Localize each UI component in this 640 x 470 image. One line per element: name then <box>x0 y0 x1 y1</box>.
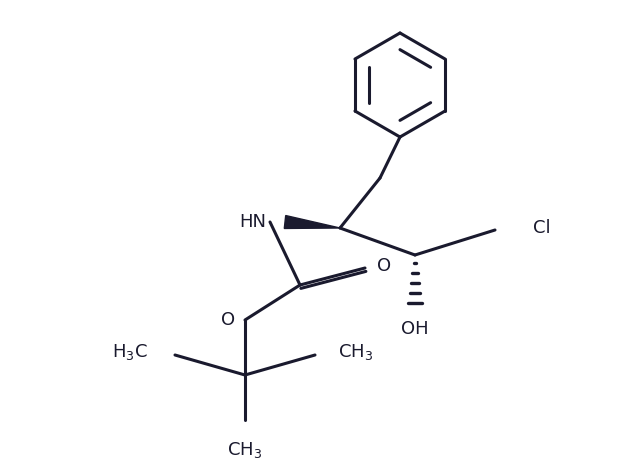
Polygon shape <box>284 216 340 228</box>
Text: O: O <box>377 257 391 275</box>
Text: CH$_3$: CH$_3$ <box>227 440 262 460</box>
Text: O: O <box>221 311 235 329</box>
Text: OH: OH <box>401 320 429 338</box>
Text: H$_3$C: H$_3$C <box>112 342 148 362</box>
Text: Cl: Cl <box>533 219 550 237</box>
Text: CH$_3$: CH$_3$ <box>338 342 373 362</box>
Text: HN: HN <box>239 213 266 231</box>
